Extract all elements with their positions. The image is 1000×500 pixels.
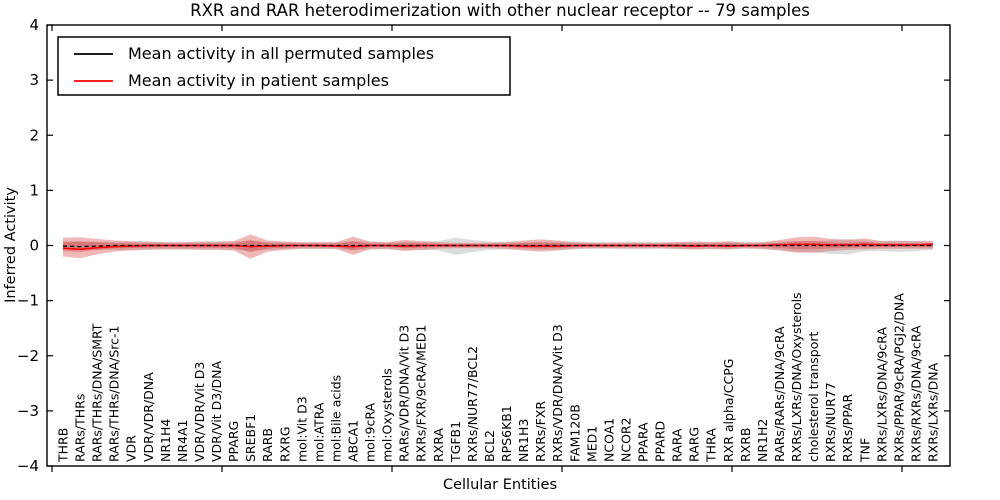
x-tick-label: VDR/VDR/DNA	[141, 372, 156, 462]
x-tick-label: mol:9cRA	[363, 402, 378, 462]
y-tick-label: 0	[29, 237, 39, 255]
x-tick-label: RARs/THRs/DNA/SMRT	[90, 323, 105, 462]
x-tick-label: RXRB	[738, 427, 753, 462]
y-tick-label: −1	[17, 292, 39, 310]
x-tick-label: RXRs/PPAR	[840, 394, 855, 462]
x-tick-label: PPARG	[226, 421, 241, 462]
x-tick-label: RXRA	[431, 428, 446, 462]
x-tick-label: TNF	[857, 438, 872, 463]
permuted-mean-line	[62, 244, 933, 248]
x-tick-label: BCL2	[482, 430, 497, 462]
x-tick-label: RXRs/NUR77	[823, 382, 838, 462]
x-tick-label: mol:Vit D3	[294, 396, 309, 462]
y-tick-label: 3	[29, 71, 39, 89]
legend: Mean activity in all permuted samples Me…	[57, 36, 511, 96]
x-tick-label: RXRs/VDR/DNA/Vit D3	[550, 324, 565, 462]
x-tick-label: RARs/THRs	[73, 394, 88, 462]
patient-band	[63, 234, 933, 259]
x-tick-label: FAM120B	[567, 404, 582, 462]
y-tick-label: 1	[29, 181, 39, 199]
y-tick-labels: −4 −3 −2 −1 0 1 2 3 4	[17, 16, 39, 475]
chart-title: RXR and RAR heterodimerization with othe…	[190, 1, 810, 20]
x-tick-label: TGFB1	[448, 421, 463, 463]
x-tick-label: NR4A1	[175, 420, 190, 463]
x-tick-label: NR1H3	[516, 419, 531, 462]
x-tick-label: RARs/RARs/DNA/9cRA	[772, 326, 787, 462]
legend-permuted-label: Mean activity in all permuted samples	[128, 44, 434, 63]
x-tick-label: RXRs/LXRs/DNA/Oxysterols	[789, 292, 804, 462]
x-tick-label: ABCA1	[346, 420, 361, 462]
x-tick-label: RARB	[260, 428, 275, 462]
x-tick-label: RARA	[670, 428, 685, 462]
y-axis-label: Inferred Activity	[3, 187, 19, 303]
bands-layer	[63, 234, 933, 259]
x-tick-label: cholesterol transport	[806, 331, 821, 462]
x-tick-label: RXRs/FXR	[533, 401, 548, 462]
x-tick-label: MED1	[584, 426, 599, 462]
y-tick-label: −4	[17, 457, 39, 475]
x-tick-label: RXRs/FXR/9cRA/MED1	[414, 325, 429, 462]
y-tick-label: −2	[17, 347, 39, 365]
x-tick-label: VDR/Vit D3/DNA	[209, 361, 224, 462]
x-tick-label: RXRs/NUR77/BCL2	[465, 346, 480, 462]
x-tick-label: RXRG	[277, 426, 292, 462]
x-tick-label: NR1H2	[755, 419, 770, 462]
x-tick-label: NCOR2	[618, 417, 633, 462]
x-tick-label: SREBF1	[243, 414, 258, 462]
x-tick-label: THRB	[56, 428, 71, 463]
x-tick-label: PPARA	[636, 422, 651, 462]
x-tick-labels: THRB RARs/THRs RARs/THRs/DNA/SMRT RARs/THRs…	[56, 292, 941, 463]
x-tick-label: mol:Oxysterols	[380, 368, 395, 462]
lines-layer	[62, 243, 934, 251]
x-tick-label: VDR/VDR/Vit D3	[192, 362, 207, 462]
x-tick-label: RXRs/LXRs/DNA	[926, 362, 941, 462]
x-tick-label: RARs/VDR/DNA/Vit D3	[397, 325, 412, 462]
x-tick-label: RXR alpha/CCPG	[721, 359, 736, 462]
x-tick-label: RXRs/LXRs/DNA/9cRA	[874, 327, 889, 462]
x-tick-label: RPS6KB1	[499, 405, 514, 462]
permuted-band	[63, 237, 933, 255]
y-tick-label: 4	[29, 16, 39, 34]
x-tick-label: RARs/THRs/DNA/Src-1	[107, 326, 122, 462]
x-axis-label: Cellular Entities	[443, 477, 557, 493]
x-tick-label: mol:Bile acids	[328, 375, 343, 462]
ticks-layer	[47, 24, 950, 472]
x-tick-label: NCOA1	[601, 418, 616, 462]
x-tick-label: NR1H4	[158, 419, 173, 462]
x-tick-label: RARG	[687, 427, 702, 462]
x-tick-label: THRA	[704, 428, 719, 463]
x-tick-label: PPARD	[653, 421, 668, 462]
y-tick-label: 2	[29, 126, 39, 144]
x-tick-label: VDR	[124, 435, 139, 462]
legend-box	[57, 36, 511, 96]
x-tick-label: RXRs/RXRs/DNA/9cRA	[908, 325, 923, 462]
x-tick-label: mol:ATRA	[311, 402, 326, 462]
legend-patient-label: Mean activity in patient samples	[128, 71, 389, 90]
y-tick-label: −3	[17, 402, 39, 420]
x-tick-label: RXRs/PPAR/9cRA/PGJ2/DNA	[891, 293, 906, 462]
